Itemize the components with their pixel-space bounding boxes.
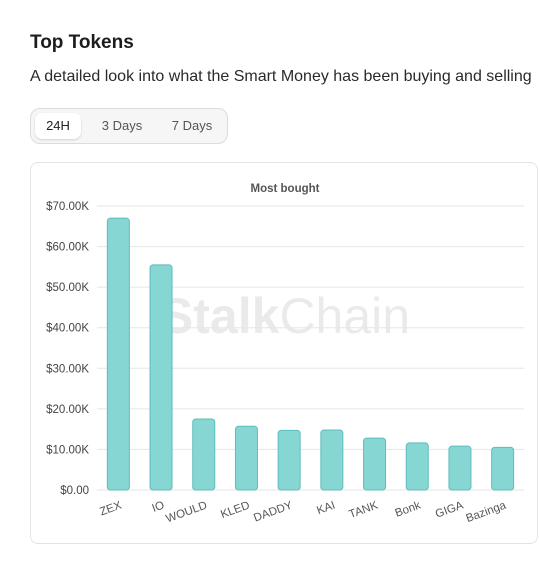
tab-7-days[interactable]: 7 Days: [171, 118, 213, 133]
bar-giga[interactable]: [448, 445, 472, 491]
bar-bonk[interactable]: [405, 442, 429, 491]
bar-would[interactable]: [192, 418, 216, 491]
bar-daddy[interactable]: [277, 429, 301, 491]
x-tick-label: DADDY: [252, 499, 294, 524]
bar-tank[interactable]: [363, 437, 387, 491]
bar-bazinga[interactable]: [491, 446, 515, 491]
bar-zex[interactable]: [106, 217, 130, 491]
bar-kled[interactable]: [234, 425, 258, 491]
time-range-tabs: 24H 3 Days 7 Days: [30, 108, 228, 144]
y-tick-label: $40.00K: [46, 323, 89, 335]
x-tick-label: Bazinga: [465, 499, 509, 525]
x-tick-label: WOULD: [164, 500, 208, 526]
page-title: Top Tokens: [30, 32, 134, 53]
y-tick-label: $60.00K: [46, 242, 89, 254]
x-tick-label: KAI: [315, 500, 337, 518]
y-tick-label: $50.00K: [46, 282, 89, 294]
bar-io[interactable]: [149, 264, 173, 491]
most-bought-chart: Most bought StalkChain $0.00 $10.00K $20.0…: [46, 183, 524, 526]
chart-title: Most bought: [251, 183, 320, 195]
bar-kai[interactable]: [320, 429, 344, 491]
tab-24h[interactable]: 24H: [35, 113, 81, 139]
x-tick-label: KLED: [219, 500, 251, 522]
x-tick-label: IO: [151, 500, 167, 515]
x-tick-label: TANK: [347, 499, 379, 521]
y-tick-label: $20.00K: [46, 404, 89, 416]
x-tick-label: Bonk: [394, 499, 423, 519]
y-tick-label: $10.00K: [46, 444, 89, 456]
most-bought-chart-card: Most bought StalkChain $0.00 $10.00K $20.0…: [30, 162, 538, 544]
x-tick-label: GIGA: [434, 499, 465, 520]
y-tick-label: $30.00K: [46, 363, 89, 375]
stalkchain-watermark: StalkChain: [160, 288, 410, 344]
y-tick-label: $70.00K: [46, 201, 89, 213]
y-tick-label: $0.00: [60, 485, 89, 497]
tab-3-days[interactable]: 3 Days: [101, 118, 143, 133]
x-tick-label: ZEX: [98, 499, 123, 518]
page-subtitle: A detailed look into what the Smart Mone…: [30, 68, 532, 85]
